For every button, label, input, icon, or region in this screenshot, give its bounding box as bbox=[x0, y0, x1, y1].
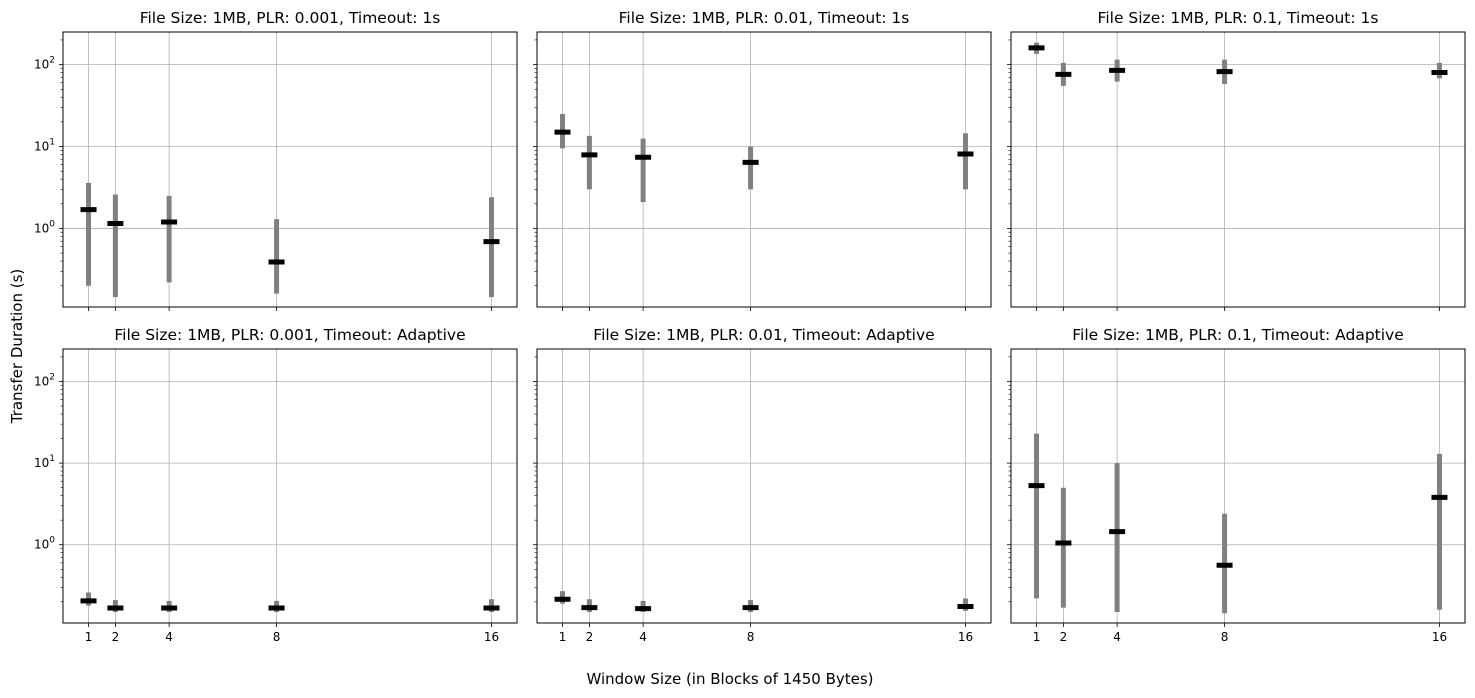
y-tick-exponent: 0 bbox=[49, 536, 55, 546]
y-tick-exponent: 1 bbox=[49, 454, 55, 464]
chart-panel-3: File Size: 1MB, PLR: 0.1, Timeout: 1s bbox=[1007, 9, 1466, 311]
axes-frame bbox=[1010, 31, 1466, 308]
chart-title: File Size: 1MB, PLR: 0.001, Timeout: 1s bbox=[140, 9, 441, 27]
x-axis-label: Window Size (in Blocks of 1450 Bytes) bbox=[586, 670, 873, 688]
x-tick-label: 8 bbox=[747, 630, 755, 644]
y-tick-label: 100 bbox=[34, 536, 55, 552]
chart-title: File Size: 1MB, PLR: 0.01, Timeout: 1s bbox=[619, 9, 910, 27]
x-tick-label: 8 bbox=[273, 630, 281, 644]
x-tick-label: 4 bbox=[165, 630, 173, 644]
y-tick-label: 102 bbox=[34, 372, 55, 388]
x-tick-label: 2 bbox=[112, 630, 120, 644]
y-tick-exponent: 0 bbox=[49, 219, 55, 229]
chart-panel-5: 1 2 4 8 16 File Size: 1MB, PLR: 0.01, Timeout… bbox=[533, 326, 992, 644]
axes-frame bbox=[536, 348, 992, 624]
y-tick-exponent: 1 bbox=[49, 138, 55, 148]
x-tick-label: 4 bbox=[639, 630, 647, 644]
axes-frame bbox=[536, 31, 992, 308]
chart-title: File Size: 1MB, PLR: 0.1, Timeout: Adapt… bbox=[1072, 326, 1404, 344]
x-tick-label: 2 bbox=[586, 630, 594, 644]
chart-title: File Size: 1MB, PLR: 0.001, Timeout: Ada… bbox=[114, 326, 465, 344]
y-tick-exponent: 2 bbox=[49, 56, 55, 66]
y-axis-label: Transfer Duration (s) bbox=[8, 269, 26, 425]
chart-panel-6: 1 2 4 8 16 File Size: 1MB, PLR: 0.1, Timeout:… bbox=[1007, 326, 1466, 644]
x-tick-label: 2 bbox=[1060, 630, 1068, 644]
chart-panel-2: File Size: 1MB, PLR: 0.01, Timeout: 1s bbox=[533, 9, 992, 311]
axes-frame bbox=[1010, 348, 1466, 624]
x-tick-label: 8 bbox=[1221, 630, 1229, 644]
y-tick-label: 102 bbox=[34, 56, 55, 72]
chart-title: File Size: 1MB, PLR: 0.01, Timeout: Adap… bbox=[593, 326, 934, 344]
axes-frame bbox=[62, 348, 518, 624]
y-tick-exponent: 2 bbox=[49, 372, 55, 382]
y-tick-label: 101 bbox=[34, 454, 55, 470]
x-tick-label: 1 bbox=[1033, 630, 1041, 644]
y-tick-label: 100 bbox=[34, 219, 55, 235]
x-tick-label: 16 bbox=[1432, 630, 1447, 644]
x-tick-label: 16 bbox=[958, 630, 973, 644]
x-tick-label: 1 bbox=[559, 630, 567, 644]
x-tick-label: 1 bbox=[85, 630, 93, 644]
x-tick-label: 16 bbox=[484, 630, 499, 644]
y-tick-label: 101 bbox=[34, 138, 55, 154]
axes-frame bbox=[62, 31, 518, 308]
x-tick-label: 4 bbox=[1113, 630, 1121, 644]
chart-title: File Size: 1MB, PLR: 0.1, Timeout: 1s bbox=[1098, 9, 1379, 27]
